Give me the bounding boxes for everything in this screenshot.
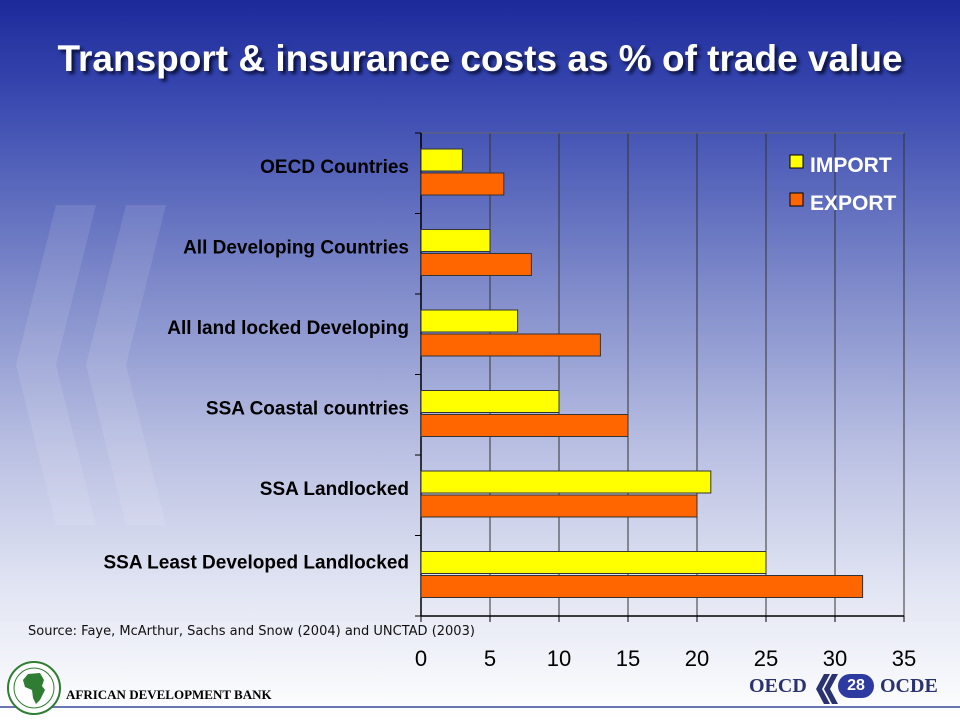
x-tick-label: 30 — [823, 646, 847, 671]
slide-title: Transport & insurance costs as % of trad… — [57, 38, 903, 79]
page-number-badge: 28 — [838, 674, 874, 698]
oecd-chevron-icon — [816, 674, 838, 704]
export-bar — [420, 172, 505, 196]
footer-divider — [0, 706, 960, 708]
category-label: SSA Least Developed Landlocked — [104, 553, 410, 574]
import-bar — [420, 229, 491, 252]
legend-label-import: IMPORT — [810, 154, 892, 177]
x-tick-label: 0 — [415, 646, 427, 671]
export-bar — [420, 414, 629, 437]
afdb-logo — [7, 661, 61, 715]
import-bar — [420, 470, 712, 494]
legend-swatch-import — [789, 154, 804, 169]
x-tick-label: 10 — [547, 646, 571, 671]
import-bar — [420, 148, 463, 172]
category-label: All Developing Countries — [183, 238, 409, 259]
export-bar — [420, 253, 532, 276]
x-tick-label: 5 — [484, 646, 496, 671]
legend-swatch-export — [789, 192, 804, 207]
x-tick-label: 15 — [616, 646, 640, 671]
source-note: Source: Faye, McArthur, Sachs and Snow (… — [28, 624, 475, 639]
import-bar — [420, 309, 519, 333]
organization-name: AFRICAN DEVELOPMENT BANK — [66, 687, 272, 702]
oecd-label-en: OECD — [749, 675, 807, 697]
export-bar — [420, 333, 601, 357]
category-label: All land locked Developing — [167, 318, 409, 339]
legend-label-export: EXPORT — [810, 192, 897, 215]
category-label: SSA Coastal countries — [206, 399, 409, 420]
oecd-label-fr: OCDE — [880, 675, 938, 697]
import-bar — [420, 551, 767, 574]
background-chevron-mark — [16, 205, 166, 525]
x-tick-label: 20 — [685, 646, 709, 671]
x-tick-label: 35 — [892, 646, 916, 671]
category-label: OECD Countries — [260, 157, 409, 178]
x-tick-label: 25 — [754, 646, 778, 671]
category-label: SSA Landlocked — [260, 479, 409, 500]
export-bar — [420, 575, 864, 598]
import-bar — [420, 390, 560, 413]
export-bar — [420, 494, 698, 518]
